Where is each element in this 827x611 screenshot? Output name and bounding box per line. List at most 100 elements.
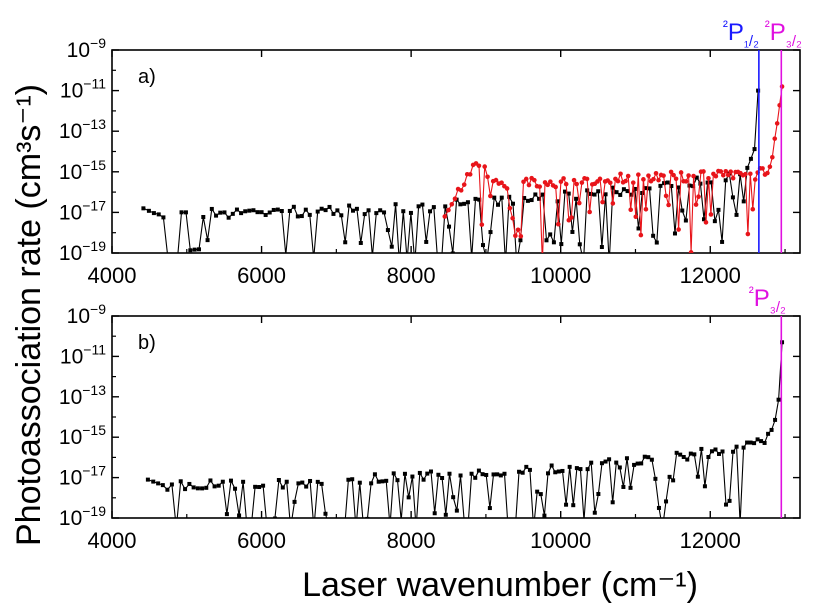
data-point bbox=[535, 489, 540, 494]
data-point bbox=[488, 230, 493, 235]
data-point bbox=[424, 239, 429, 244]
data-point bbox=[641, 177, 646, 182]
y-tick-label: 10−17 bbox=[59, 197, 106, 224]
data-point bbox=[504, 261, 508, 265]
data-point bbox=[664, 499, 669, 504]
data-point bbox=[446, 207, 451, 213]
data-point bbox=[315, 209, 320, 214]
data-point bbox=[436, 258, 440, 262]
y-axis-label: Photoassociation rate (cm³s⁻¹) bbox=[10, 84, 48, 546]
plot-frame bbox=[111, 49, 801, 254]
data-point bbox=[510, 201, 515, 206]
data-point bbox=[431, 205, 436, 210]
data-point bbox=[406, 495, 411, 500]
data-point bbox=[480, 243, 485, 248]
data-point bbox=[346, 477, 351, 482]
data-point bbox=[518, 238, 523, 243]
data-point bbox=[750, 206, 756, 212]
data-point bbox=[683, 218, 688, 223]
data-point bbox=[647, 186, 652, 191]
data-point bbox=[518, 234, 524, 239]
data-point bbox=[354, 206, 359, 211]
data-point bbox=[370, 254, 374, 258]
data-point bbox=[466, 526, 470, 530]
data-point bbox=[766, 431, 771, 436]
data-point bbox=[451, 495, 456, 500]
data-point bbox=[491, 472, 496, 477]
data-point bbox=[769, 427, 774, 432]
data-point bbox=[476, 468, 481, 473]
series-line bbox=[444, 86, 783, 253]
data-point bbox=[160, 483, 165, 488]
data-point bbox=[357, 480, 362, 485]
data-point bbox=[513, 525, 517, 529]
data-point bbox=[666, 202, 671, 208]
data-point bbox=[372, 472, 377, 477]
data-point bbox=[366, 208, 371, 213]
data-point bbox=[161, 215, 166, 220]
series-group bbox=[141, 84, 785, 265]
data-point bbox=[299, 214, 304, 219]
data-point bbox=[720, 449, 725, 454]
data-point bbox=[156, 481, 161, 486]
data-point bbox=[597, 176, 603, 182]
data-point bbox=[492, 195, 497, 200]
data-point bbox=[493, 177, 499, 183]
data-point bbox=[151, 211, 156, 216]
data-point bbox=[462, 519, 466, 523]
data-point bbox=[653, 476, 658, 481]
data-point bbox=[287, 208, 292, 213]
data-point bbox=[239, 211, 244, 216]
data-point bbox=[350, 477, 355, 482]
data-point bbox=[261, 483, 266, 488]
data-point bbox=[643, 206, 649, 212]
data-point bbox=[385, 228, 390, 233]
data-point bbox=[145, 477, 150, 482]
data-point bbox=[730, 175, 736, 181]
data-point bbox=[263, 212, 268, 217]
data-point bbox=[204, 485, 209, 490]
threshold-label: ²P₃/₂ bbox=[765, 18, 802, 50]
data-point bbox=[510, 519, 514, 523]
data-point bbox=[695, 474, 700, 479]
data-point bbox=[610, 500, 615, 505]
data-point bbox=[678, 452, 683, 457]
data-point bbox=[362, 212, 367, 217]
data-point bbox=[630, 180, 636, 185]
data-point bbox=[571, 503, 576, 508]
data-point bbox=[378, 208, 383, 213]
panel-a: 4000 6000 8000 10000 12000 10−19 10−17 10−15 10−… bbox=[59, 18, 802, 288]
data-point bbox=[706, 175, 711, 181]
data-point bbox=[558, 179, 564, 184]
data-point bbox=[428, 209, 433, 214]
data-point bbox=[555, 199, 560, 204]
data-point bbox=[705, 180, 710, 185]
panel-label: b) bbox=[138, 332, 156, 354]
data-point bbox=[279, 209, 284, 214]
data-point bbox=[480, 472, 485, 477]
data-point bbox=[504, 186, 510, 191]
data-point bbox=[532, 177, 537, 183]
data-point bbox=[540, 192, 545, 197]
data-point bbox=[485, 174, 490, 180]
data-point bbox=[358, 240, 363, 245]
data-point bbox=[450, 251, 455, 253]
data-point bbox=[292, 499, 297, 504]
data-point bbox=[592, 510, 597, 515]
data-point bbox=[656, 177, 661, 183]
data-point bbox=[522, 196, 527, 201]
data-point bbox=[462, 201, 467, 206]
data-point bbox=[687, 183, 692, 188]
data-point bbox=[384, 478, 389, 483]
data-point bbox=[752, 177, 758, 182]
data-point bbox=[614, 190, 619, 195]
data-point bbox=[752, 147, 757, 152]
data-point bbox=[421, 477, 426, 482]
x-tick-label: 12000 bbox=[680, 528, 741, 553]
data-point bbox=[443, 204, 448, 209]
data-point bbox=[291, 204, 296, 209]
data-point bbox=[720, 172, 726, 178]
data-point bbox=[224, 512, 229, 517]
data-point bbox=[520, 470, 525, 475]
